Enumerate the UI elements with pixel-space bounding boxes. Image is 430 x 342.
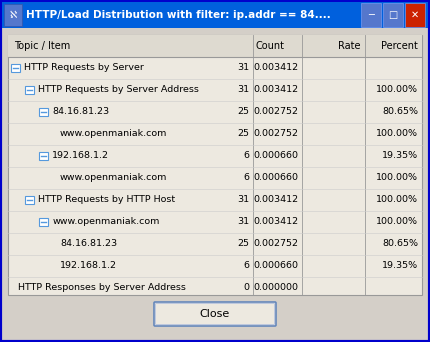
Text: □: □ [388,10,398,20]
Bar [2,2,428,28]
Text: 80.65%: 80.65% [382,107,418,117]
Text: 0.003412: 0.003412 [253,218,298,226]
Bar [39,108,47,116]
Bar [4,4,22,26]
Text: ─: ─ [368,10,374,20]
Text: Close: Close [200,309,230,319]
Text: 31: 31 [237,218,249,226]
Text: HTTP Requests by Server Address: HTTP Requests by Server Address [38,86,199,94]
Bar [39,218,47,226]
Text: 0.002752: 0.002752 [253,239,298,249]
Bar [361,3,381,27]
Text: 6: 6 [243,152,249,160]
Text: ✕: ✕ [411,10,419,20]
Text: 6: 6 [243,173,249,183]
Text: 80.65%: 80.65% [382,239,418,249]
Text: 0.000660: 0.000660 [253,173,298,183]
Text: 31: 31 [237,196,249,205]
Text: 100.00%: 100.00% [376,196,418,205]
Bar [8,35,422,57]
Text: 0.000660: 0.000660 [253,262,298,271]
FancyBboxPatch shape [154,302,276,326]
Text: 25: 25 [237,130,249,139]
Text: 31: 31 [237,64,249,73]
Text: 25: 25 [237,107,249,117]
Text: 0.000000: 0.000000 [253,284,298,292]
Text: 0.002752: 0.002752 [253,107,298,117]
Text: 6: 6 [243,262,249,271]
Text: HTTP Responses by Server Address: HTTP Responses by Server Address [18,284,186,292]
Text: 31: 31 [237,86,249,94]
Text: HTTP Requests by HTTP Host: HTTP Requests by HTTP Host [38,196,175,205]
Text: 100.00%: 100.00% [376,86,418,94]
Text: 0.003412: 0.003412 [253,86,298,94]
Text: HTTP Requests by Server: HTTP Requests by Server [25,64,144,73]
Text: 19.35%: 19.35% [382,262,418,271]
Bar [383,3,403,27]
Bar [10,64,19,72]
Text: www.openmaniak.com: www.openmaniak.com [60,130,167,139]
Bar [405,3,425,27]
Text: Count: Count [255,41,285,51]
Text: 0.000660: 0.000660 [253,152,298,160]
Text: 192.168.1.2: 192.168.1.2 [60,262,117,271]
Text: Topic / Item: Topic / Item [14,41,70,51]
Bar [39,152,47,160]
Text: 19.35%: 19.35% [382,152,418,160]
Text: 84.16.81.23: 84.16.81.23 [52,107,110,117]
Bar [25,86,34,94]
Text: www.openmaniak.com: www.openmaniak.com [52,218,160,226]
Text: Percent: Percent [381,41,418,51]
Text: 0: 0 [243,284,249,292]
Text: Rate: Rate [338,41,360,51]
Text: 0.003412: 0.003412 [253,64,298,73]
Text: www.openmaniak.com: www.openmaniak.com [60,173,167,183]
Text: 25: 25 [237,239,249,249]
Text: 192.168.1.2: 192.168.1.2 [52,152,109,160]
Text: 100.00%: 100.00% [376,130,418,139]
Text: HTTP/Load Distribution with filter: ip.addr == 84....: HTTP/Load Distribution with filter: ip.a… [26,10,331,20]
Bar [8,35,422,295]
Text: 0.002752: 0.002752 [253,130,298,139]
Text: 84.16.81.23: 84.16.81.23 [60,239,117,249]
Text: 0.003412: 0.003412 [253,196,298,205]
Bar [25,196,34,204]
Text: ℵ: ℵ [9,10,17,20]
Text: 100.00%: 100.00% [376,218,418,226]
Text: 100.00%: 100.00% [376,173,418,183]
